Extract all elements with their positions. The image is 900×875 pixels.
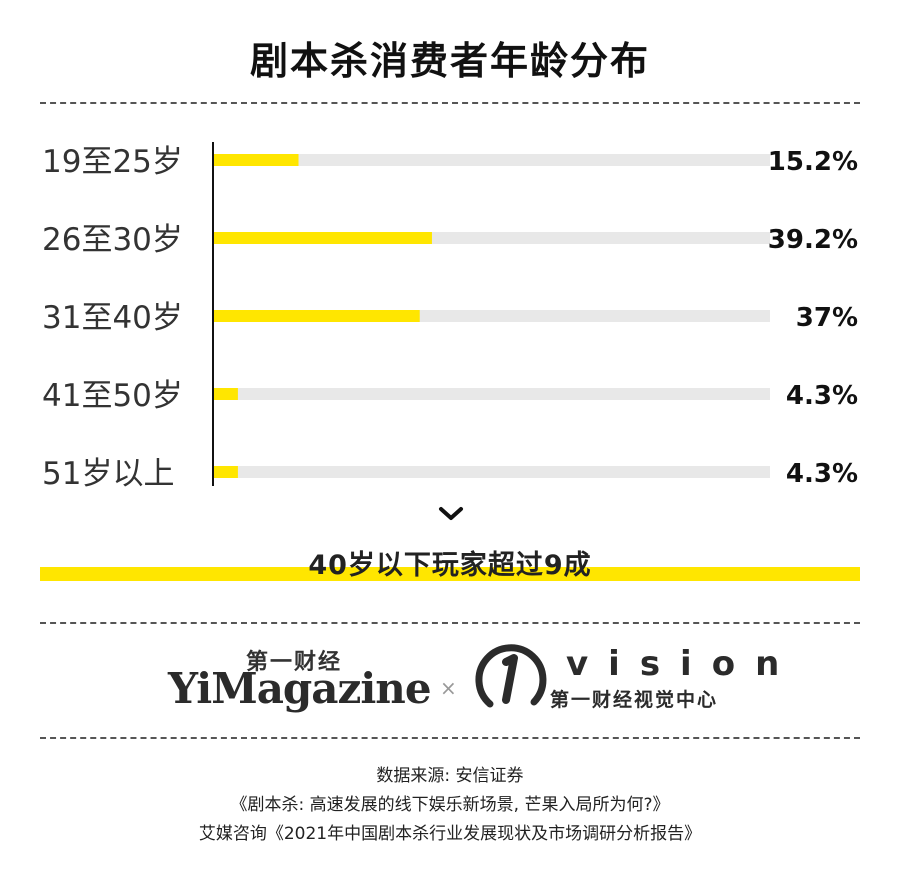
vision-logo-cn: 第一财经视觉中心 <box>550 689 719 711</box>
category-label: 31至40岁 <box>42 300 183 336</box>
logo-separator: × <box>440 676 457 700</box>
divider-middle <box>40 622 860 624</box>
bar-track <box>214 388 770 400</box>
conclusion-highlight <box>40 567 860 581</box>
category-label: 51岁以上 <box>42 456 174 492</box>
chart-title: 剧本杀消费者年龄分布 <box>249 39 650 83</box>
vision-logo-icon <box>475 644 547 708</box>
value-label: 39.2% <box>768 225 858 255</box>
value-label: 4.3% <box>786 459 858 489</box>
value-label: 15.2% <box>768 147 858 177</box>
bar-track <box>214 466 770 478</box>
conclusion-text: 40岁以下玩家超过9成 <box>308 550 592 581</box>
value-label: 37% <box>796 303 858 333</box>
bar <box>214 466 238 478</box>
bar-chart: 19至25岁 15.2% 26至30岁 39.2% 31至40岁 37% 41至50岁 4.3… <box>42 142 858 492</box>
bar <box>214 310 420 322</box>
source-line-1: 数据来源: 安信证券 <box>376 766 524 786</box>
divider-bottom <box>40 737 860 739</box>
category-label: 41至50岁 <box>42 378 183 414</box>
yimagazine-logo-cn: 第一财经 <box>246 650 343 675</box>
source-line-2: 《剧本杀: 高速发展的线下娱乐新场景, 芒果入局所为何?》 <box>230 795 670 815</box>
bar <box>214 388 238 400</box>
value-label: 4.3% <box>786 381 858 411</box>
bar-track <box>214 154 770 166</box>
category-label: 19至25岁 <box>42 144 183 180</box>
source-line-3: 艾媒咨询《2021年中国剧本杀行业发展现状及市场调研分析报告》 <box>198 824 702 844</box>
chevron-down-icon <box>439 507 463 520</box>
bar <box>214 232 432 244</box>
yimagazine-logo: YiMagazine <box>168 664 432 713</box>
vision-logo-text: vision <box>566 644 800 684</box>
category-label: 26至30岁 <box>42 222 183 258</box>
bar <box>214 154 299 166</box>
divider-top <box>40 102 860 104</box>
